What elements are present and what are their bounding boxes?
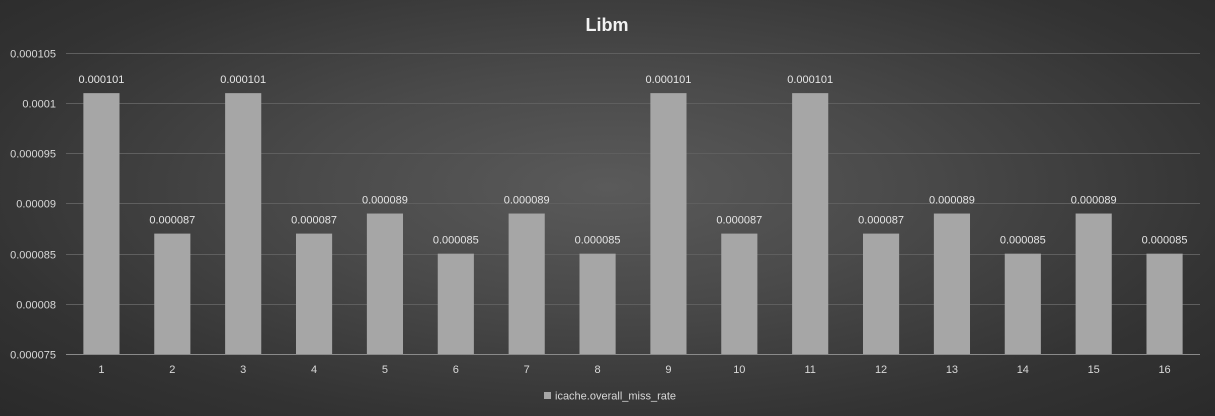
data-label: 0.000085 bbox=[1000, 235, 1046, 247]
data-label: 0.000087 bbox=[858, 215, 904, 227]
x-tick-label: 15 bbox=[1088, 364, 1100, 376]
bar bbox=[154, 233, 191, 354]
x-tick-label: 10 bbox=[733, 364, 745, 376]
bar bbox=[437, 253, 474, 354]
data-label: 0.000087 bbox=[149, 215, 195, 227]
bar bbox=[579, 253, 616, 354]
data-label: 0.000085 bbox=[433, 235, 479, 247]
bar bbox=[508, 213, 545, 354]
y-axis: 0.000075 0.00008 0.000085 0.00009 0.000095 0.… bbox=[10, 49, 56, 362]
data-label: 0.000101 bbox=[78, 74, 124, 86]
data-label: 0.000087 bbox=[716, 215, 762, 227]
x-tick-label: 9 bbox=[665, 364, 671, 376]
x-tick-label: 8 bbox=[595, 364, 601, 376]
y-tick-label: 0.000095 bbox=[10, 149, 56, 161]
y-tick-label: 0.00008 bbox=[16, 300, 56, 312]
x-tick-label: 14 bbox=[1017, 364, 1029, 376]
bars bbox=[83, 93, 1183, 354]
x-tick-label: 1 bbox=[98, 364, 104, 376]
bar bbox=[295, 233, 333, 354]
x-tick-label: 7 bbox=[524, 364, 530, 376]
x-axis: 1 2 3 4 5 6 7 8 9 10 11 12 13 14 15 16 bbox=[66, 354, 1200, 376]
x-tick-label: 3 bbox=[240, 364, 246, 376]
bar bbox=[1004, 253, 1041, 354]
legend-label: icache.overall_miss_rate bbox=[555, 391, 676, 403]
data-label: 0.000085 bbox=[1142, 235, 1188, 247]
data-label: 0.000089 bbox=[1071, 195, 1117, 207]
chart-title: Libm bbox=[586, 15, 629, 35]
x-tick-label: 4 bbox=[311, 364, 317, 376]
data-label: 0.000101 bbox=[220, 74, 266, 86]
data-label: 0.000101 bbox=[787, 74, 833, 86]
bar bbox=[792, 93, 829, 354]
y-tick-label: 0.000085 bbox=[10, 250, 56, 262]
x-tick-label: 5 bbox=[382, 364, 388, 376]
x-tick-label: 13 bbox=[946, 364, 958, 376]
x-tick-label: 6 bbox=[453, 364, 459, 376]
data-label: 0.000089 bbox=[504, 195, 550, 207]
bar bbox=[650, 93, 687, 354]
bar bbox=[721, 233, 758, 354]
y-tick-label: 0.000075 bbox=[10, 350, 56, 362]
data-label: 0.000101 bbox=[645, 74, 691, 86]
data-labels: 0.000101 0.000087 0.000101 0.000087 0.000089… bbox=[78, 74, 1187, 247]
x-tick-label: 11 bbox=[804, 364, 815, 376]
legend-swatch bbox=[544, 392, 551, 399]
y-tick-label: 0.000105 bbox=[10, 49, 56, 61]
bar bbox=[366, 213, 404, 354]
bar bbox=[933, 213, 971, 354]
y-tick-label: 0.00009 bbox=[16, 199, 56, 211]
data-label: 0.000087 bbox=[291, 215, 337, 227]
x-tick-label: 16 bbox=[1158, 364, 1170, 376]
bar bbox=[1146, 253, 1183, 354]
bar bbox=[83, 93, 120, 354]
x-tick-label: 2 bbox=[169, 364, 175, 376]
bar bbox=[1075, 213, 1112, 354]
x-tick-label: 12 bbox=[875, 364, 887, 376]
data-label: 0.000089 bbox=[362, 195, 408, 207]
data-label: 0.000089 bbox=[929, 195, 975, 207]
legend: icache.overall_miss_rate bbox=[544, 391, 676, 403]
y-tick-label: 0.0001 bbox=[22, 99, 56, 111]
bar bbox=[225, 93, 262, 354]
data-label: 0.000085 bbox=[575, 235, 621, 247]
bar bbox=[862, 233, 900, 354]
